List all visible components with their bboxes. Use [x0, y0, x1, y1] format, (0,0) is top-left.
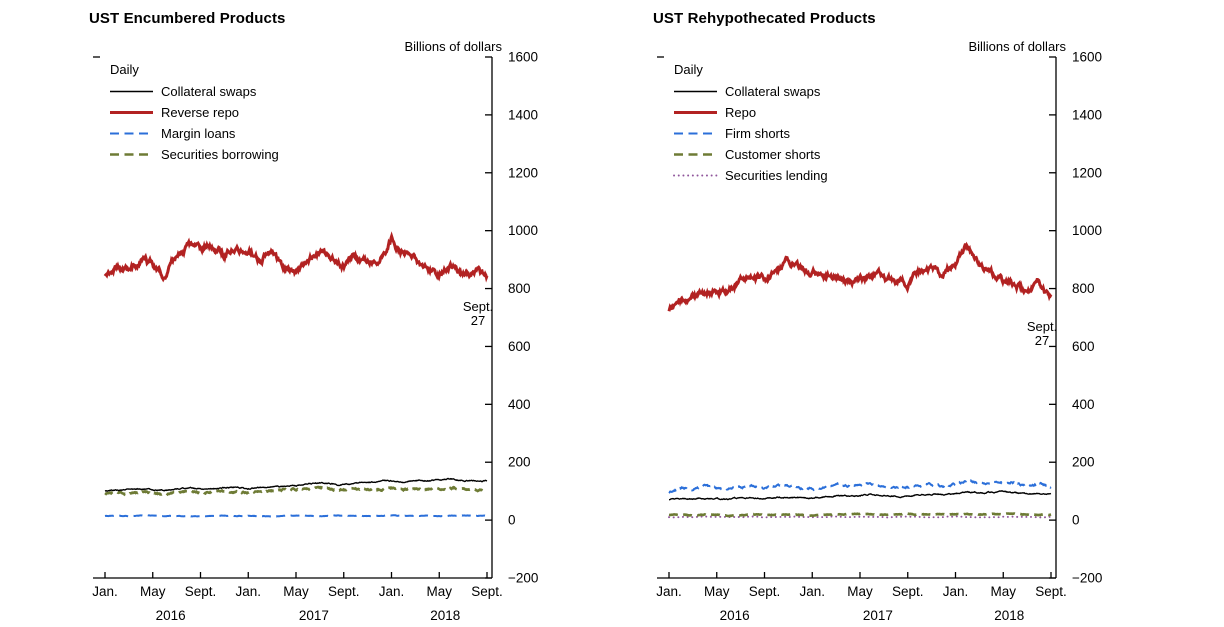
year-label: 2017	[863, 608, 893, 623]
legend-label-securities-borrowing: Securities borrowing	[161, 147, 279, 162]
y-tick-label: 600	[1072, 339, 1095, 354]
y-tick-label: 200	[508, 455, 531, 470]
x-tick-label: Jan.	[235, 584, 261, 599]
series-margin-loans	[104, 514, 488, 518]
y-tick-label: −200	[1072, 571, 1102, 586]
legend-label-reverse-repo: Reverse repo	[161, 105, 239, 120]
chart-plot: 1600 1400 1200 1000 800 600 400 200 0 −200 Jan. May…	[92, 50, 538, 624]
year-label: 2018	[430, 608, 460, 623]
y-tick-label: 1200	[508, 165, 538, 180]
legend-label-repo: Repo	[725, 105, 756, 120]
y-tick-label: −200	[508, 571, 538, 586]
end-date-annotation: Sept.27	[1027, 319, 1057, 348]
x-tick-label: Jan.	[379, 584, 405, 599]
y-tick-label: 1400	[1072, 107, 1102, 122]
y-tick-label: 1400	[508, 107, 538, 122]
legend-label-collateral-swaps: Collateral swaps	[161, 84, 257, 99]
y-tick-label: 1200	[1072, 165, 1102, 180]
legend-label-customer-shorts: Customer shorts	[725, 147, 821, 162]
svg-text:Sept.: Sept.	[1027, 319, 1057, 334]
series-firm-shorts	[668, 478, 1052, 494]
x-tick-label: Sept.	[1035, 584, 1067, 599]
end-date-annotation: Sept.27	[463, 299, 493, 328]
y-tick-label: 1000	[508, 223, 538, 238]
x-tick-label: Sept.	[185, 584, 217, 599]
y-axis-labels: 1600 1400 1200 1000 800 600 400 200 0 −200	[1072, 50, 1102, 586]
x-axis-labels: Jan. May Sept. Jan. May Sept. Jan. May Sept. 2016…	[92, 584, 503, 623]
chart-ust-encumbered-products: UST Encumbered Products Billions of doll…	[56, 0, 568, 627]
chart-ust-rehypothecated-products: UST Rehypothecated Products Billions of …	[620, 0, 1132, 627]
svg-text:Sept.: Sept.	[463, 299, 493, 314]
legend-title: Daily	[110, 62, 139, 77]
series-collateral-swaps	[669, 490, 1052, 501]
svg-text:27: 27	[1035, 333, 1049, 348]
x-tick-label: May	[847, 584, 873, 599]
y-tick-label: 0	[1072, 513, 1080, 528]
y-axis-units-label: Billions of dollars	[968, 39, 1066, 54]
y-tick-label: 800	[1072, 281, 1095, 296]
legend-label-securities-lending: Securities lending	[725, 168, 828, 183]
x-tick-label: Jan.	[799, 584, 825, 599]
x-tick-label: May	[990, 584, 1016, 599]
x-tick-label: Jan.	[92, 584, 118, 599]
series-reverse-repo	[103, 231, 489, 283]
y-tick-label: 200	[1072, 455, 1095, 470]
x-tick-label: May	[426, 584, 452, 599]
chart-title: UST Rehypothecated Products	[653, 10, 876, 27]
x-tick-label: Jan.	[656, 584, 682, 599]
svg-text:27: 27	[471, 313, 485, 328]
legend-title: Daily	[674, 62, 703, 77]
y-tick-label: 800	[508, 281, 531, 296]
year-label: 2017	[299, 608, 329, 623]
series-customer-shorts	[668, 512, 1052, 518]
legend: Daily Collateral swaps Repo Firm shorts Cust…	[673, 62, 828, 183]
axes	[657, 56, 1057, 579]
y-tick-label: 1600	[1072, 50, 1102, 65]
series-securities-lending	[668, 515, 1052, 519]
y-axis-units-label: Billions of dollars	[404, 39, 502, 54]
y-tick-label: 600	[508, 339, 531, 354]
chart-plot: 1600 1400 1200 1000 800 600 400 200 0 −200 Jan. May…	[656, 50, 1102, 624]
x-tick-label: Sept.	[892, 584, 924, 599]
year-label: 2016	[720, 608, 750, 623]
year-label: 2016	[156, 608, 186, 623]
y-tick-label: 400	[1072, 397, 1095, 412]
x-tick-label: May	[283, 584, 309, 599]
axes	[93, 56, 493, 579]
legend-label-collateral-swaps: Collateral swaps	[725, 84, 821, 99]
year-label: 2018	[994, 608, 1024, 623]
x-tick-label: Sept.	[749, 584, 781, 599]
legend-label-margin-loans: Margin loans	[161, 126, 236, 141]
x-tick-label: Jan.	[943, 584, 969, 599]
y-tick-label: 0	[508, 513, 516, 528]
x-tick-label: May	[704, 584, 730, 599]
x-tick-label: Sept.	[328, 584, 360, 599]
series-repo	[667, 241, 1053, 312]
y-tick-label: 1600	[508, 50, 538, 65]
y-tick-label: 400	[508, 397, 531, 412]
y-axis-labels: 1600 1400 1200 1000 800 600 400 200 0 −200	[508, 50, 538, 586]
x-tick-label: May	[140, 584, 166, 599]
legend: Daily Collateral swaps Reverse repo Margin …	[110, 62, 279, 162]
x-tick-label: Sept.	[471, 584, 503, 599]
legend-label-firm-shorts: Firm shorts	[725, 126, 791, 141]
series-collateral-swaps	[104, 477, 488, 492]
x-axis-labels: Jan. May Sept. Jan. May Sept. Jan. May Sept. 2016…	[656, 584, 1067, 623]
series-securities-borrowing	[104, 485, 488, 498]
y-tick-label: 1000	[1072, 223, 1102, 238]
chart-title: UST Encumbered Products	[89, 10, 286, 27]
